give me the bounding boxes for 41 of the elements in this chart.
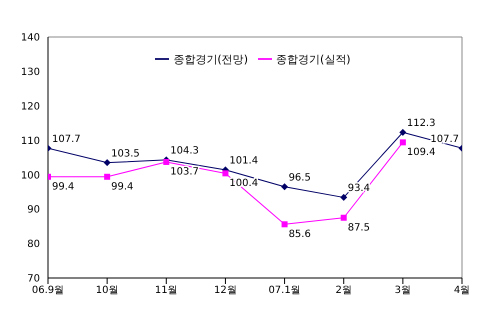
x-tick-label: 4월 xyxy=(454,285,470,296)
y-tick-label: 120 xyxy=(20,101,40,112)
data-label: 99.4 xyxy=(111,182,134,193)
y-tick-label: 110 xyxy=(20,136,40,147)
data-label: 109.4 xyxy=(406,147,436,158)
y-tick-label: 130 xyxy=(20,66,40,78)
data-label: 85.6 xyxy=(288,229,311,240)
data-label: 99.4 xyxy=(52,182,74,193)
y-tick-label: 70 xyxy=(27,274,40,285)
y-tick-label: 100 xyxy=(20,170,40,182)
y-tick-label: 90 xyxy=(27,204,40,216)
data-label: 112.3 xyxy=(406,118,436,130)
data-label: 101.4 xyxy=(229,156,258,167)
y-tick-label: 140 xyxy=(20,32,40,44)
data-label: 87.5 xyxy=(348,222,370,234)
y-tick-label: 80 xyxy=(27,239,40,250)
x-tick-label: 07.1월 xyxy=(268,285,301,296)
point xyxy=(340,194,348,201)
point xyxy=(340,214,347,221)
point xyxy=(281,183,288,190)
data-label: 107.7 xyxy=(430,134,459,145)
legend-label: 종합경기(전망) xyxy=(173,53,248,66)
x-tick-label: 2월 xyxy=(336,285,352,296)
data-label: 103.5 xyxy=(111,148,140,160)
data-label: 107.7 xyxy=(52,134,81,145)
x-tick-label: 12월 xyxy=(214,285,237,296)
data-label: 103.7 xyxy=(170,166,199,178)
point xyxy=(104,159,111,166)
point xyxy=(163,158,170,165)
x-tick-label: 06.9월 xyxy=(32,285,64,296)
point xyxy=(104,174,110,180)
x-tick-label: 3월 xyxy=(394,285,412,296)
data-label: 96.5 xyxy=(288,172,311,184)
legend-label: 종합경기(실적) xyxy=(276,53,351,66)
point xyxy=(399,128,406,136)
x-tick-label: 10월 xyxy=(96,285,119,296)
point xyxy=(222,170,228,176)
data-label: 104.3 xyxy=(170,146,199,157)
point xyxy=(282,221,288,228)
x-tick-label: 11월 xyxy=(154,285,178,296)
point xyxy=(400,139,406,146)
